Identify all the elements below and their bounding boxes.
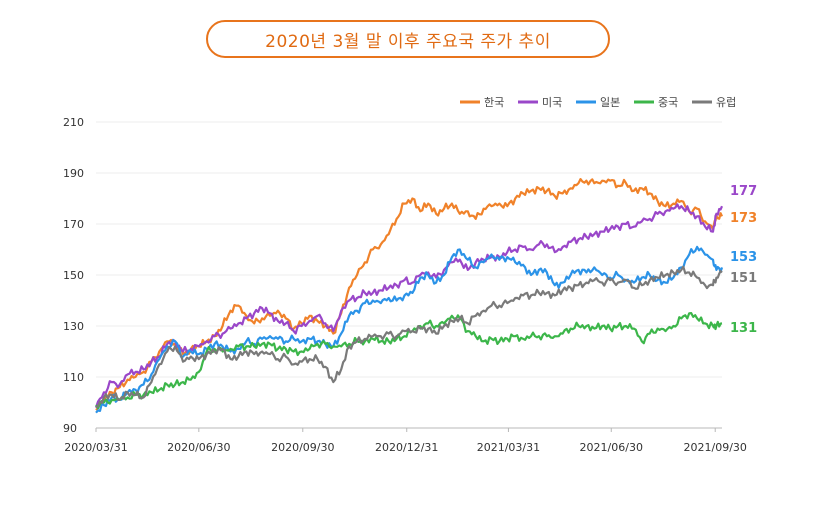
y-tick-label: 130 — [63, 320, 84, 333]
chart-title: 2020년 3월 말 이후 주요국 주가 추이 — [206, 20, 610, 58]
x-tick-label: 2020/12/31 — [375, 441, 438, 454]
x-tick-label: 2021/09/30 — [684, 441, 747, 454]
series-line-1 — [94, 203, 724, 408]
y-axis: 90 110 130 150 170 190 210 — [63, 116, 84, 435]
y-tick-label: 90 — [63, 422, 77, 435]
series-lines — [94, 178, 724, 414]
x-tick-label: 2020/09/30 — [271, 441, 334, 454]
legend-label-0: 한국 — [484, 96, 504, 109]
x-tick-label: 2020/03/31 — [64, 441, 127, 454]
x-tick-label: 2021/06/30 — [580, 441, 643, 454]
y-tick-label: 150 — [63, 269, 84, 282]
legend-label-4: 유럽 — [716, 95, 736, 109]
x-tick-label: 2021/03/31 — [477, 441, 540, 454]
legend-label-1: 미국 — [542, 96, 562, 109]
legend: 한국 미국 일본 중국 유럽 — [460, 95, 736, 109]
end-label-0: 173 — [730, 211, 757, 226]
series-line-4 — [95, 265, 723, 409]
series-line-3 — [95, 312, 723, 410]
y-tick-label: 210 — [63, 116, 84, 129]
y-tick-label: 170 — [63, 218, 84, 231]
y-tick-label: 110 — [63, 371, 84, 384]
end-label-1: 177 — [730, 184, 757, 199]
end-label-4: 151 — [730, 271, 757, 286]
legend-label-3: 중국 — [658, 96, 678, 109]
end-label-3: 131 — [730, 321, 757, 336]
y-tick-label: 190 — [63, 167, 84, 180]
x-tick-label: 2020/06/30 — [167, 441, 230, 454]
end-labels: 173 177 153 131 151 — [730, 184, 757, 336]
x-axis: 2020/03/31 2020/06/30 2020/09/30 2020/12/31… — [64, 428, 747, 454]
gridlines — [96, 121, 722, 429]
end-label-2: 153 — [730, 250, 757, 265]
legend-label-2: 일본 — [600, 95, 620, 109]
